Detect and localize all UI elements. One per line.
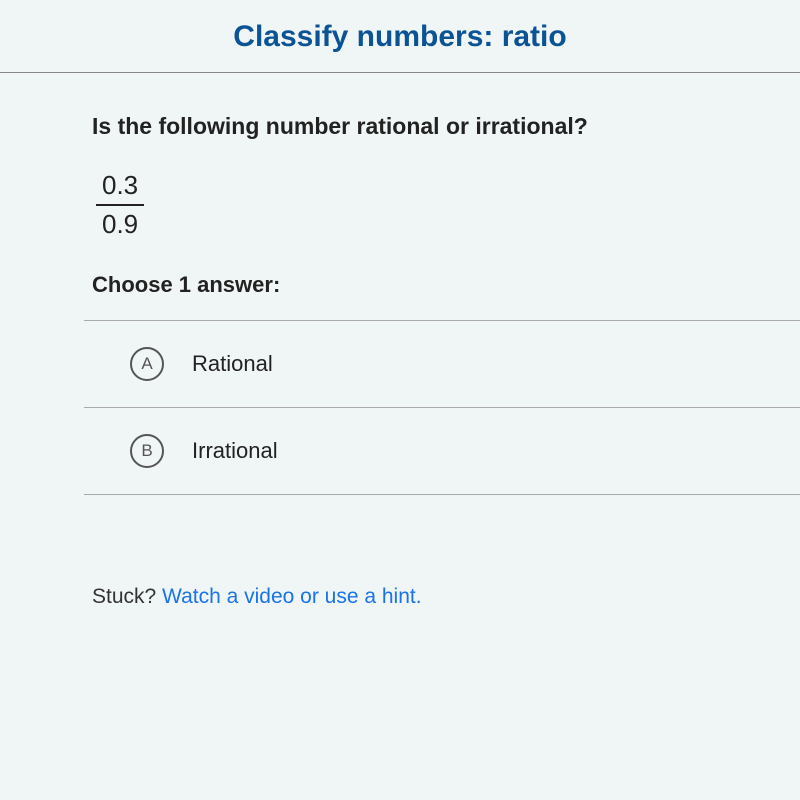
option-a[interactable]: A Rational: [84, 320, 800, 407]
option-b[interactable]: B Irrational: [84, 407, 800, 495]
fraction-bar: [96, 204, 144, 206]
stuck-prompt: Stuck? Watch a video or use a hint.: [92, 585, 800, 609]
option-letter-b: B: [130, 434, 164, 468]
option-letter-a: A: [130, 347, 164, 381]
choose-label: Choose 1 answer:: [92, 272, 800, 298]
fraction-display: 0.3 0.9: [96, 170, 144, 240]
options-list: A Rational B Irrational: [84, 320, 800, 495]
question-prompt: Is the following number rational or irra…: [92, 113, 800, 140]
option-label-a: Rational: [192, 351, 273, 377]
question-content: Is the following number rational or irra…: [0, 73, 800, 609]
page-title: Classify numbers: ratio: [0, 20, 800, 54]
page-header: Classify numbers: ratio: [0, 0, 800, 72]
option-label-b: Irrational: [192, 438, 278, 464]
fraction-numerator: 0.3: [96, 170, 144, 201]
stuck-prefix: Stuck?: [92, 585, 162, 608]
fraction-denominator: 0.9: [96, 209, 144, 240]
hint-link[interactable]: Watch a video or use a hint.: [162, 585, 422, 608]
